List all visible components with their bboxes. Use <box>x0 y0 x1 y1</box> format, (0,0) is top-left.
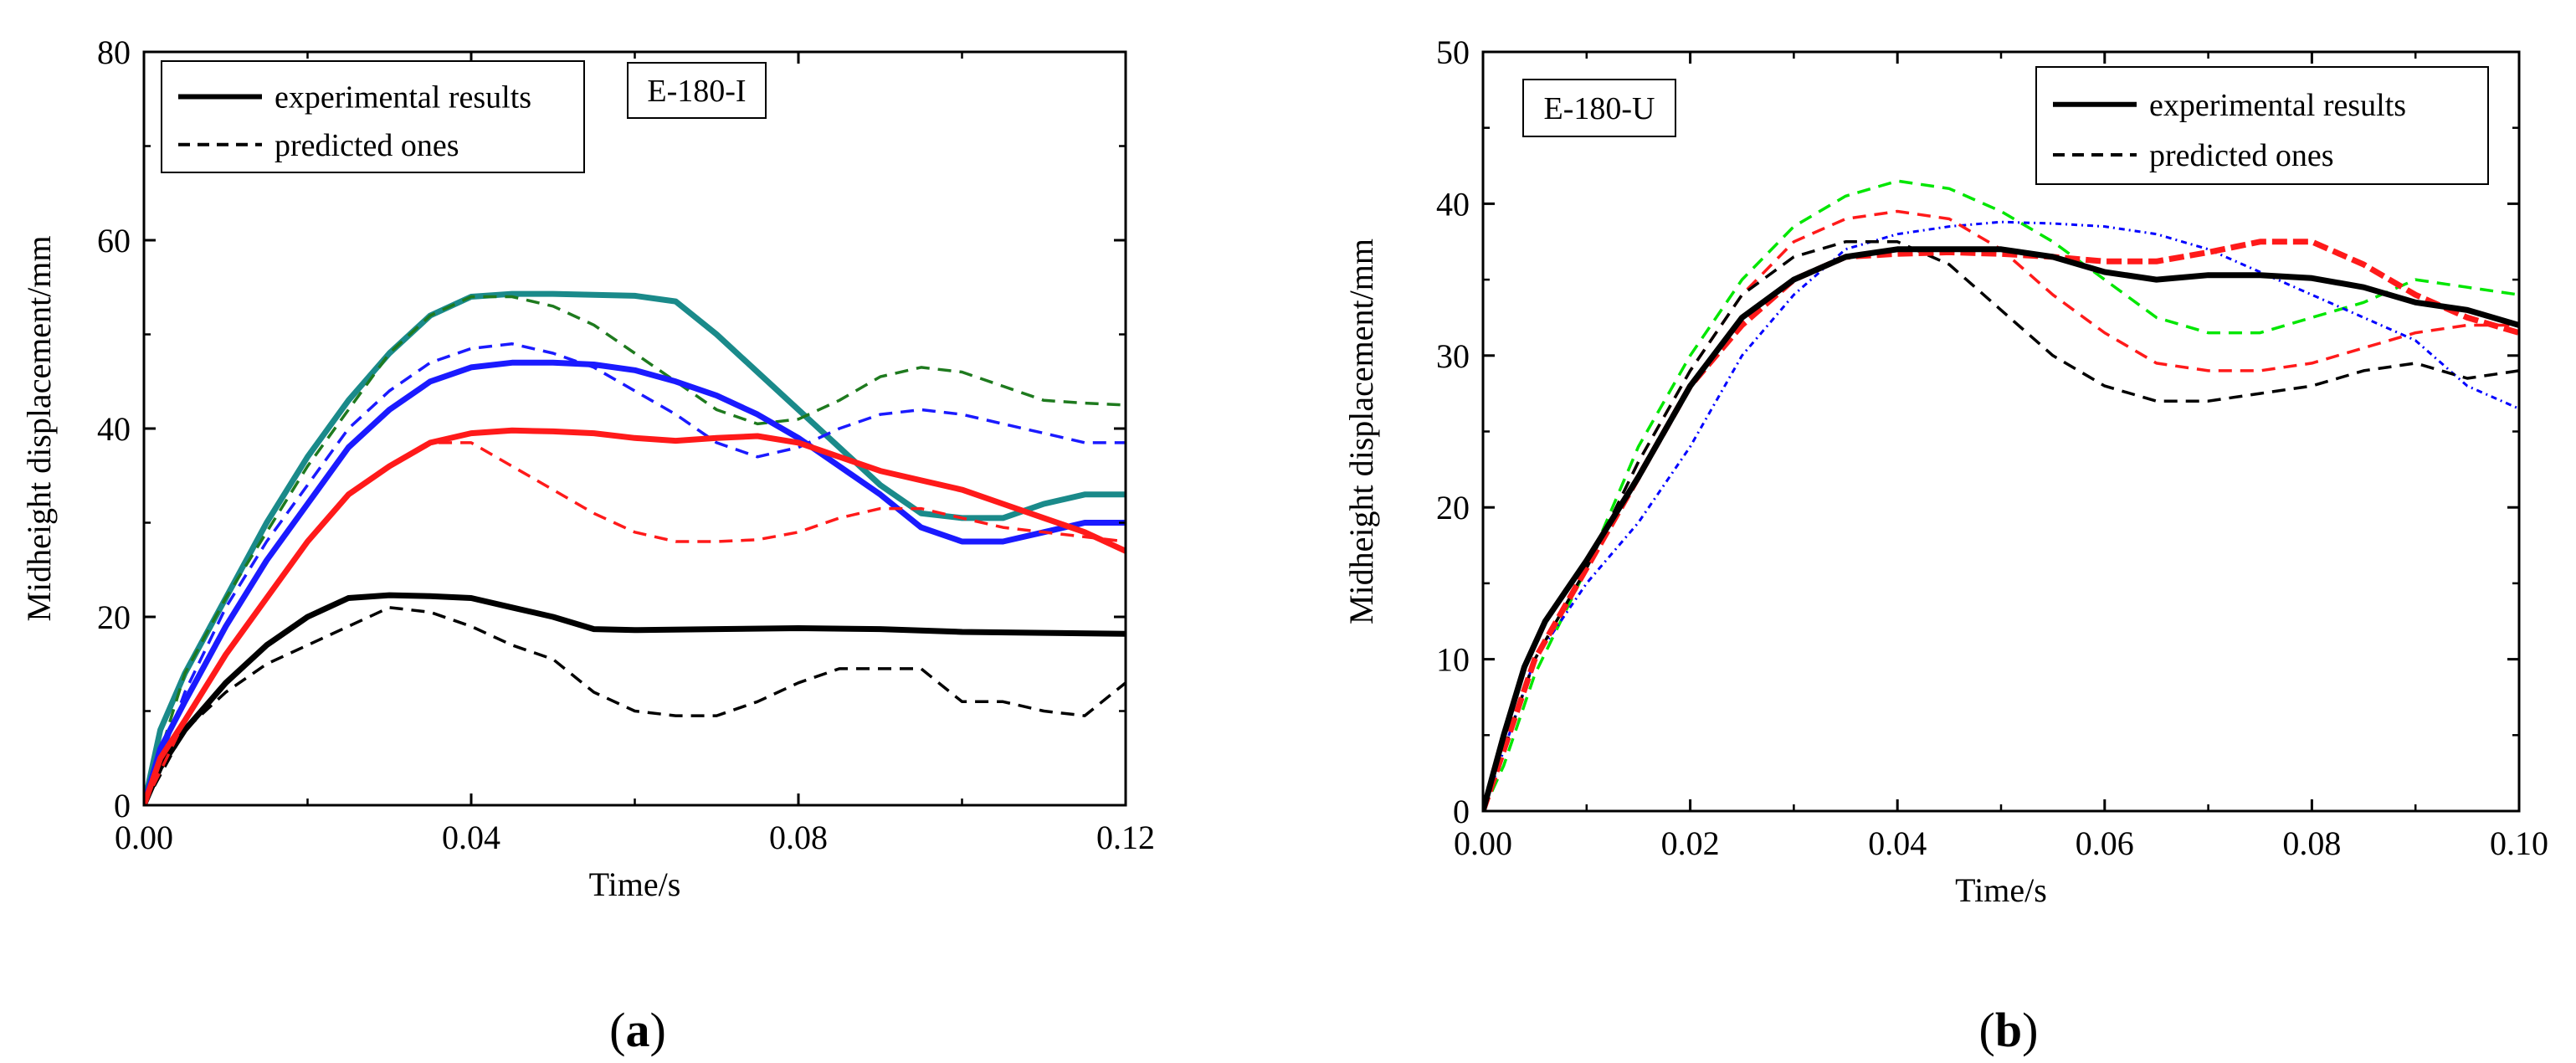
chart-a-panel-close-paren: ) <box>650 1003 666 1057</box>
chart-a-legend-box <box>161 60 585 173</box>
chart-a-series-green-predicted <box>144 295 1126 805</box>
chart-a-y-axis-label: Midheight displacement/mm <box>20 235 58 621</box>
chart-a-series-blue-predicted <box>144 342 1126 805</box>
chart-a-ticks: 0.00 0.04 0.08 0.12 0 20 40 60 80 <box>97 33 1155 856</box>
chart-b-panel-close-paren: ) <box>2022 1003 2038 1057</box>
chart-b-x-tick-label: 0.06 <box>2076 824 2134 862</box>
chart-b-specimen-tag: E-180-U <box>1522 79 1676 137</box>
chart-b-series-black-experimental <box>1483 246 2519 811</box>
chart-a-panel-label: (a) <box>609 1003 666 1057</box>
chart-b-y-tick-label: 30 <box>1436 337 1470 375</box>
chart-a-x-axis-label: Time/s <box>589 865 681 903</box>
chart-b-series-blue-predicted <box>1483 220 2519 811</box>
chart-a-x-tick-label: 0.08 <box>769 819 828 856</box>
chart-a-panel-open-paren: ( <box>609 1003 625 1057</box>
chart-a-x-tick-label: 0.12 <box>1096 819 1155 856</box>
chart-b-y-tick-label: 40 <box>1436 185 1470 223</box>
chart-b-series-red-predicted <box>1483 209 2519 811</box>
chart-a-series-blue-experimental <box>144 359 1126 805</box>
chart-b-panel-label: (b) <box>1979 1003 2039 1057</box>
chart-b-tag-text: E-180-U <box>1544 91 1655 126</box>
chart-b-series-green-predicted <box>1483 179 2519 811</box>
chart-b-x-axis-label: Time/s <box>1955 871 2047 909</box>
chart-b-y-tick-label: 20 <box>1436 489 1470 526</box>
chart-a-specimen-tag: E-180-I <box>627 62 767 119</box>
chart-a-legend: experimental results predicted ones <box>161 60 585 173</box>
chart-b-x-tick-label: 0.00 <box>1454 824 1512 862</box>
chart-b-tag-box <box>1522 79 1676 137</box>
chart-a-tag-text: E-180-I <box>647 74 746 109</box>
chart-b-panel-open-paren: ( <box>1979 1003 1995 1057</box>
chart-b-ticks: 0.00 0.02 0.04 0.06 0.08 0.10 0 10 20 30 40 50 <box>1436 33 2548 862</box>
chart-a-series-black-predicted <box>144 606 1126 805</box>
chart-b-y-tick-label: 10 <box>1436 641 1470 679</box>
chart-b-legend-experimental: experimental results <box>2149 88 2406 123</box>
chart-a-y-tick-label: 20 <box>97 598 131 636</box>
chart-a-y-tick-label: 0 <box>114 787 131 824</box>
chart-b-x-tick-label: 0.02 <box>1661 824 1720 862</box>
chart-a-series-red-experimental <box>144 427 1126 805</box>
chart-b-y-axis-label: Midheight displacement/mm <box>1342 239 1380 624</box>
chart-a-series-red-predicted <box>144 441 1126 805</box>
chart-b-y-tick-label: 0 <box>1453 793 1470 830</box>
chart-a: 0.00 0.04 0.08 0.12 0 20 40 60 80 Time/s Midheig… <box>20 33 1155 1057</box>
chart-a-y-tick-label: 60 <box>97 222 131 259</box>
chart-b-series-black-predicted <box>1483 240 2519 811</box>
chart-b-panel-letter: b <box>1995 1003 2022 1057</box>
chart-b-legend: experimental results predicted ones <box>2035 66 2489 185</box>
chart-a-legend-experimental: experimental results <box>275 80 531 116</box>
chart-b: 0.00 0.02 0.04 0.06 0.08 0.10 0 10 20 30 40 50 Time… <box>1342 33 2548 1057</box>
chart-a-panel-letter: a <box>626 1003 650 1057</box>
chart-b-x-tick-label: 0.04 <box>1868 824 1927 862</box>
chart-b-series-red-experimental <box>1483 239 2519 811</box>
chart-b-y-tick-label: 50 <box>1436 33 1470 71</box>
chart-a-series-black-experimental <box>144 592 1126 805</box>
chart-b-x-tick-label: 0.10 <box>2490 824 2548 862</box>
chart-a-y-tick-label: 40 <box>97 410 131 448</box>
chart-a-legend-predicted: predicted ones <box>275 128 459 163</box>
chart-b-series-layer <box>1483 179 2519 811</box>
chart-b-legend-predicted: predicted ones <box>2149 138 2334 173</box>
chart-a-x-tick-label: 0.00 <box>115 819 173 856</box>
chart-b-x-tick-label: 0.08 <box>2282 824 2341 862</box>
chart-a-x-tick-label: 0.04 <box>442 819 500 856</box>
chart-a-tag-box <box>627 62 767 119</box>
chart-a-y-tick-label: 80 <box>97 33 131 71</box>
chart-a-series-layer <box>144 290 1126 805</box>
chart-b-legend-box <box>2035 66 2489 185</box>
